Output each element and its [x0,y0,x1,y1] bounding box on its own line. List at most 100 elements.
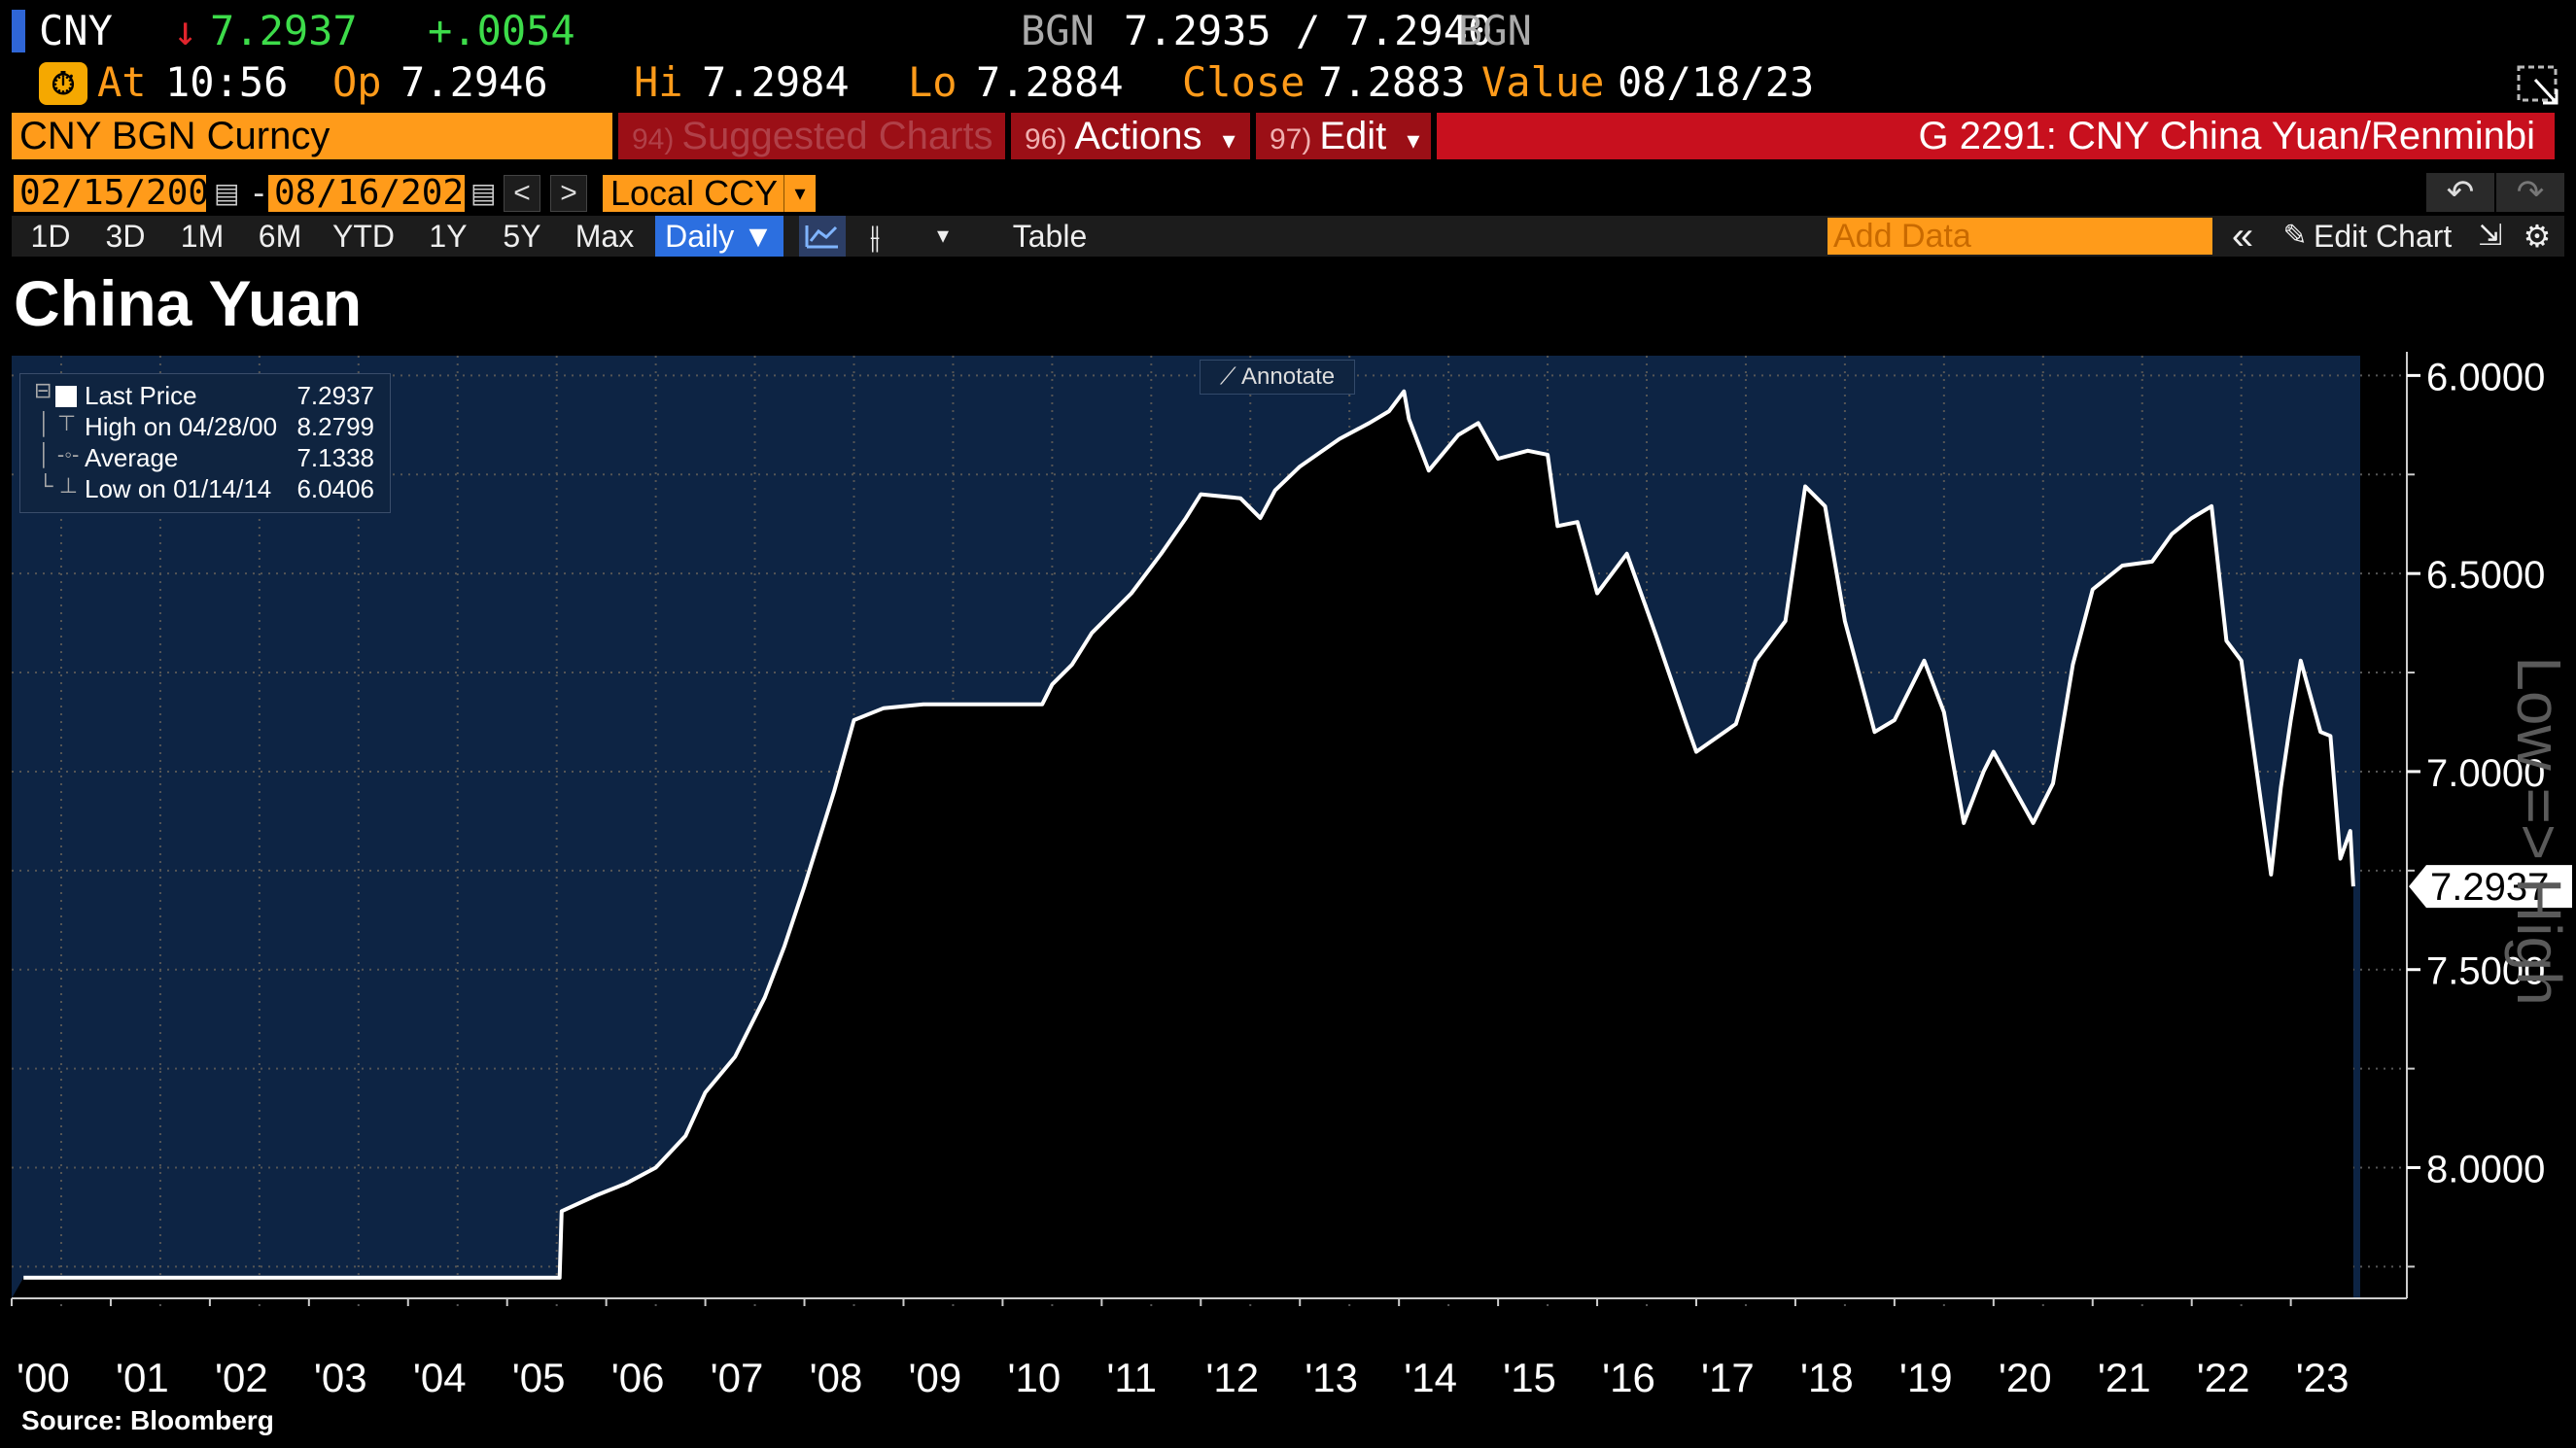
x-tick-label: '23 [2296,1355,2350,1400]
table-button[interactable]: Table [1012,219,1088,254]
collapse-icon[interactable]: « [2231,215,2254,258]
tab-5y[interactable]: 5Y [503,219,541,254]
x-tick-label: '16 [1602,1355,1655,1400]
frequency-select[interactable]: Daily ▼ [655,216,783,257]
annotate-button[interactable]: ⟋ Annotate [1200,360,1355,395]
gear-icon[interactable]: ⚙ [2523,219,2552,254]
y-tick-label: 7.5000 [2426,950,2545,993]
last-price-swatch [55,386,77,407]
last-price: 7.2937 [210,7,358,54]
legend-row-high: High on 04/28/00 8.2799 [85,411,386,442]
tab-1m[interactable]: 1M [180,219,225,254]
close-value: 7.2883 [1318,58,1466,106]
line-chart-icon[interactable] [799,216,846,257]
calendar-icon[interactable]: ▤ [214,178,240,208]
redo-button[interactable]: ↷ [2496,173,2564,212]
prev-period-button[interactable]: < [504,175,540,212]
x-tick-label: '09 [909,1355,962,1400]
actions-number: 96) [1025,123,1067,155]
suggested-charts-menu[interactable]: 94) Suggested Charts [618,113,1005,159]
high-label: Hi [634,58,683,106]
start-date-input[interactable]: 02/15/2000 [14,175,230,212]
actions-label: Actions [1074,115,1202,157]
end-date-input[interactable]: 08/16/2023 [268,175,485,212]
tab-3d[interactable]: 3D [105,219,146,254]
export-icon[interactable]: ⇲ [2478,220,2503,252]
suggested-charts-label: Suggested Charts [681,115,993,157]
date-range-dash: - [249,174,269,213]
ticker-marker [12,10,25,52]
y-tick-label: 7.0000 [2426,752,2545,795]
tab-1y[interactable]: 1Y [429,219,468,254]
open-label: Op [332,58,382,106]
legend-value: 8.2799 [296,412,374,441]
clock-icon[interactable]: ⏱ [39,62,87,105]
legend-value: 7.2937 [296,381,374,410]
expand-icon[interactable] [2516,64,2560,107]
legend-label: High on 04/28/00 [85,412,278,441]
last-value-label: 7.2937 [2430,866,2549,909]
x-tick-label: '10 [1007,1355,1061,1400]
pencil-icon: ⟋ [1219,363,1236,390]
tab-max[interactable]: Max [574,219,635,254]
edit-number: 97) [1270,123,1312,155]
x-tick-label: '19 [1899,1355,1953,1400]
x-tick-label: '22 [2197,1355,2250,1400]
legend-label: Average [85,443,179,472]
tab-6m[interactable]: 6M [258,219,302,254]
axis-direction-label: Low => High [2504,656,2574,1005]
x-tick-label: '21 [2098,1355,2151,1400]
chevron-down-icon[interactable]: ▾ [783,175,816,212]
x-tick-label: '06 [611,1355,665,1400]
x-tick-label: '01 [116,1355,169,1400]
undo-button[interactable]: ↶ [2426,173,2494,212]
x-tick-label: '08 [810,1355,863,1400]
legend-tree-icon: ⊟ [34,378,52,402]
edit-menu[interactable]: 97) Edit ▾ [1256,113,1431,159]
add-data-input[interactable]: Add Data [1828,218,2212,255]
value-date: 08/18/23 [1618,58,1815,106]
x-tick-label: '14 [1404,1355,1457,1400]
x-tick-label: '07 [711,1355,764,1400]
ask-source: BGN [1458,7,1532,54]
calendar-icon[interactable]: ▤ [470,178,497,208]
actions-menu[interactable]: 96) Actions ▾ [1011,113,1250,159]
legend[interactable]: ⊟ Last Price 7.2937 │ ⊤ High on 04/28/00… [19,373,391,513]
tab-1d[interactable]: 1D [30,219,71,254]
pencil-icon[interactable]: ✎ [2282,220,2308,252]
bid-source: BGN [1021,7,1095,54]
next-period-button[interactable]: > [550,175,587,212]
currency-select[interactable]: Local CCY [603,175,815,212]
x-tick-label: '13 [1305,1355,1358,1400]
low-label: Lo [908,58,957,106]
bar-chart-icon[interactable]: ⫲ [869,219,881,254]
close-label: Close [1182,58,1305,106]
net-change: +.0054 [428,7,575,54]
x-tick-label: '04 [413,1355,467,1400]
chart-type-dropdown-icon[interactable]: ▾ [936,223,950,249]
x-tick-label: '18 [1800,1355,1854,1400]
x-tick-label: '05 [512,1355,566,1400]
open-value: 7.2946 [400,58,548,106]
legend-row-last: Last Price 7.2937 [85,380,386,411]
security-field[interactable]: CNY BGN Curncy [12,113,612,159]
edit-chart-button[interactable]: Edit Chart [2314,219,2453,254]
legend-value: 7.1338 [296,443,374,472]
area-fill [12,391,2353,1298]
edit-label: Edit [1319,115,1387,157]
price-line [23,389,2355,1280]
ticker-symbol: CNY [39,7,113,54]
low-value: 7.2884 [976,58,1124,106]
x-tick-label: '12 [1205,1355,1259,1400]
actions-dropdown-icon: ▾ [1222,125,1236,155]
x-tick-label: '20 [1999,1355,2052,1400]
x-tick-label: '03 [314,1355,367,1400]
y-tick-label: 6.5000 [2426,554,2545,597]
source-note: Source: Bloomberg [21,1405,274,1435]
last-value-marker: 7.2937 [2409,865,2572,909]
high-value: 7.2984 [702,58,850,106]
bid-ask: 7.2935 / 7.2940 [1124,7,1493,54]
at-value: 10:56 [165,58,289,106]
tab-ytd[interactable]: YTD [332,219,395,254]
